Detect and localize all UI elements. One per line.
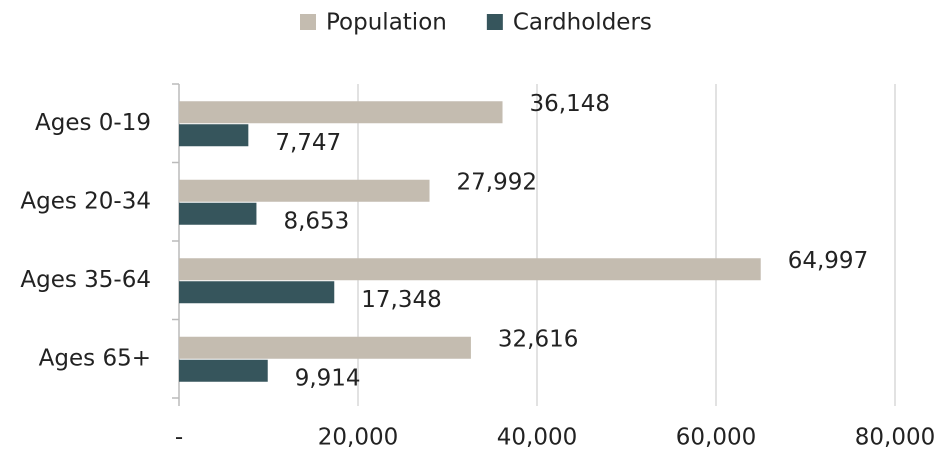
data-label: 8,653 — [283, 208, 349, 234]
data-label: 32,616 — [498, 326, 578, 352]
x-tick-label: 80,000 — [855, 425, 935, 451]
y-tick-label: Ages 65+ — [39, 345, 151, 371]
bar — [179, 281, 335, 304]
y-tick-label: Ages 35-64 — [20, 267, 151, 293]
data-label: 36,148 — [530, 91, 610, 117]
y-tick-label: Ages 0-19 — [35, 110, 151, 136]
legend-swatch — [300, 14, 316, 30]
bar — [179, 179, 430, 202]
legend-swatch — [486, 14, 503, 30]
data-label: 9,914 — [295, 365, 361, 391]
data-label: 17,348 — [361, 287, 441, 313]
bar — [179, 359, 268, 382]
data-label: 64,997 — [788, 248, 868, 274]
legend-label: Cardholders — [513, 10, 652, 36]
x-tick-label: 60,000 — [676, 425, 756, 451]
bar — [179, 336, 471, 359]
data-label: 27,992 — [457, 169, 537, 195]
x-tick-label: - — [175, 425, 183, 451]
bar — [179, 202, 257, 225]
y-tick-label: Ages 20-34 — [20, 188, 151, 214]
bar — [179, 258, 761, 281]
bar — [179, 101, 503, 124]
x-tick-label: 40,000 — [497, 425, 577, 451]
data-label: 7,747 — [275, 130, 341, 156]
bar — [179, 124, 249, 147]
legend-label: Population — [326, 10, 447, 36]
x-tick-label: 20,000 — [318, 425, 398, 451]
